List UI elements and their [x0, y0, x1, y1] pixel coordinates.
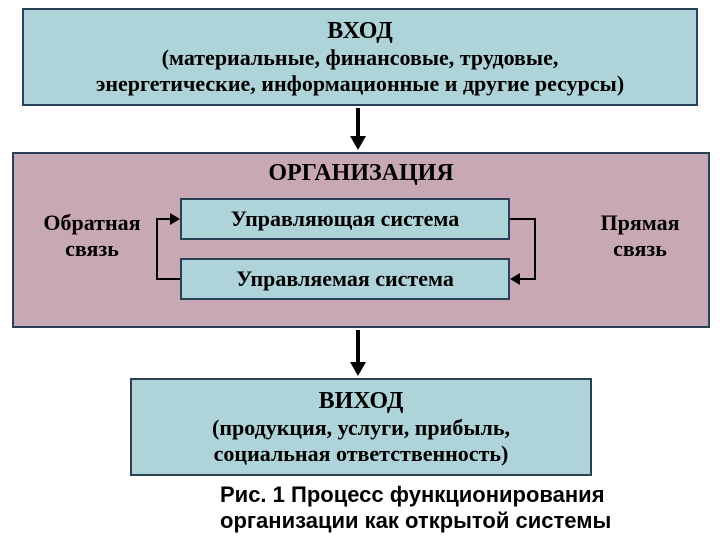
- output-box: ВИХОД (продукция, услуги, прибыль, социа…: [130, 378, 592, 476]
- loop-right-vert: [534, 218, 536, 280]
- org-title: ОРГАНИЗАЦИЯ: [14, 160, 708, 187]
- loop-left-arrowhead: [170, 213, 180, 225]
- direct-label-l1: Прямая: [580, 210, 700, 236]
- arrow-input-to-org-head: [350, 136, 366, 150]
- feedback-label-l2: связь: [22, 236, 162, 262]
- loop-left-vert: [156, 218, 158, 280]
- feedback-label: Обратная связь: [22, 210, 162, 262]
- loop-right-top: [510, 218, 534, 220]
- arrow-org-to-output-head: [350, 362, 366, 376]
- output-l2: социальная ответственность): [214, 441, 509, 467]
- caption-l2: организации как открытой системы: [220, 508, 611, 534]
- feedback-label-l1: Обратная: [22, 210, 162, 236]
- direct-label-l2: связь: [580, 236, 700, 262]
- output-title: ВИХОД: [319, 388, 404, 415]
- controlling-system-text: Управляющая система: [231, 206, 460, 232]
- controlled-system-box: Управляемая система: [180, 258, 510, 300]
- controlled-system-text: Управляемая система: [236, 266, 454, 292]
- direct-label: Прямая связь: [580, 210, 700, 262]
- loop-right-bottom: [518, 278, 536, 280]
- figure-caption: Рис. 1 Процесс функционирования организа…: [220, 482, 611, 534]
- input-sub1: (материальные, финансовые, трудовые,: [162, 45, 559, 71]
- input-box: ВХОД (материальные, финансовые, трудовые…: [22, 8, 698, 106]
- arrow-org-to-output: [356, 330, 360, 362]
- output-l1: (продукция, услуги, прибыль,: [212, 415, 510, 441]
- loop-left-bottom: [156, 278, 180, 280]
- input-sub2: энергетические, информационные и другие …: [96, 71, 624, 97]
- caption-l1: Рис. 1 Процесс функционирования: [220, 482, 611, 508]
- controlling-system-box: Управляющая система: [180, 198, 510, 240]
- loop-right-arrowhead: [510, 273, 520, 285]
- input-title: ВХОД: [327, 18, 393, 45]
- arrow-input-to-org: [356, 108, 360, 136]
